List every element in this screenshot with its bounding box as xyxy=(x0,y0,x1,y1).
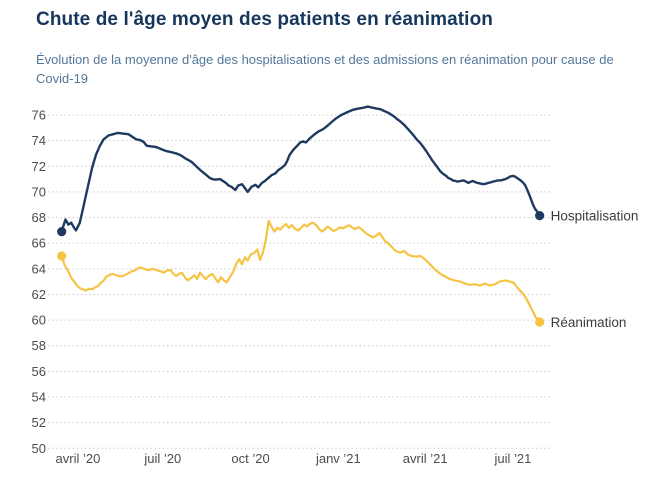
y-tick-label-76: 76 xyxy=(32,107,46,122)
y-tick-label-52: 52 xyxy=(32,415,46,430)
y-tick-label-66: 66 xyxy=(32,236,46,251)
page-subtitle: Évolution de la moyenne d'âge des hospit… xyxy=(36,52,614,86)
x-tick-label: juil ’20 xyxy=(143,451,181,466)
y-tick-label-68: 68 xyxy=(32,210,46,225)
series-start-dot-reanimation xyxy=(57,251,67,261)
series-label-reanimation: Réanimation xyxy=(551,315,627,330)
x-tick-label: janv ’21 xyxy=(315,451,361,466)
y-tick-label-72: 72 xyxy=(32,159,46,174)
series-start-dot-hospitalisation xyxy=(57,227,67,237)
series-end-dot-hospitalisation xyxy=(535,211,545,221)
y-tick-label-74: 74 xyxy=(32,133,46,148)
age-line-chart: 50 52 54 56 58 60 62 64 66 68 70 72 74 76 avril ’20 jui… xyxy=(32,105,639,466)
series-end-dot-reanimation xyxy=(535,317,545,327)
series-line-reanimation xyxy=(60,219,541,324)
y-tick-label-70: 70 xyxy=(32,184,46,199)
y-tick-label-54: 54 xyxy=(32,390,46,405)
y-tick-label-50: 50 xyxy=(32,441,46,456)
x-tick-label: juil ’21 xyxy=(494,451,532,466)
y-tick-label-60: 60 xyxy=(32,313,46,328)
x-tick-label: oct ’20 xyxy=(231,451,269,466)
y-tick-label-58: 58 xyxy=(32,338,46,353)
y-tick-label-56: 56 xyxy=(32,364,46,379)
y-tick-label-62: 62 xyxy=(32,287,46,302)
y-tick-label-64: 64 xyxy=(32,261,46,276)
x-tick-label: avril ’21 xyxy=(403,451,448,466)
series-line-hospitalisation xyxy=(60,105,541,233)
series-label-hospitalisation: Hospitalisation xyxy=(551,208,639,223)
x-tick-label: avril ’20 xyxy=(56,451,101,466)
page-title: Chute de l'âge moyen des patients en réa… xyxy=(36,9,493,30)
